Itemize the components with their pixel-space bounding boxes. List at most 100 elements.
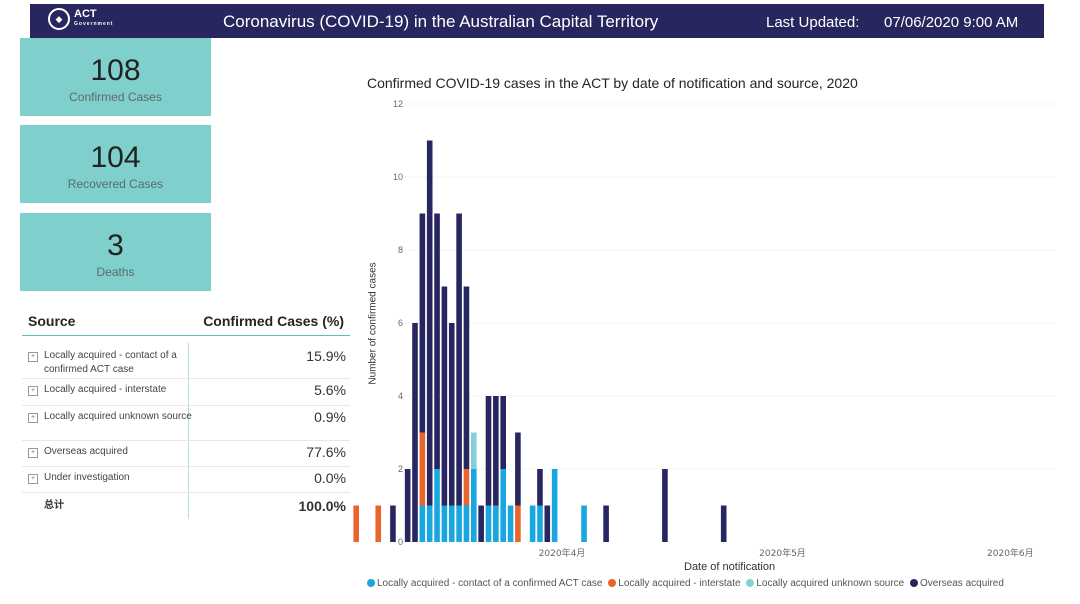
bar-segment-contact[interactable] — [471, 469, 477, 542]
pct-cell: 5.6% — [314, 382, 346, 398]
bar-segment-overseas[interactable] — [544, 505, 551, 543]
y-tick-label: 0 — [398, 537, 403, 547]
bar-segment-overseas[interactable] — [412, 323, 418, 542]
legend-item-contact[interactable]: Locally acquired - contact of a confirme… — [367, 578, 602, 589]
expand-icon[interactable]: + — [28, 474, 38, 484]
source-column-header[interactable]: Source — [28, 313, 76, 329]
row-divider — [22, 405, 350, 406]
chart-legend: Locally acquired - contact of a confirme… — [367, 578, 1007, 589]
source-table: Source Confirmed Cases (%) — [22, 307, 350, 336]
total-label: 总计 — [44, 500, 64, 511]
last-updated-label: Last Updated: — [766, 14, 860, 31]
bar-segment-overseas[interactable] — [456, 213, 462, 506]
confirmed-pct-column-header[interactable]: Confirmed Cases (%) — [203, 313, 344, 329]
y-tick-label: 4 — [398, 391, 403, 401]
pct-cell: 0.0% — [314, 470, 346, 486]
bar-segment-overseas[interactable] — [515, 432, 521, 506]
y-tick-label: 10 — [393, 172, 403, 182]
card-label: Deaths — [96, 265, 135, 279]
card-value: 104 — [90, 141, 141, 174]
bar-segment-contact[interactable] — [419, 505, 426, 543]
legend-dot-icon — [367, 579, 375, 587]
bar-segment-overseas[interactable] — [390, 505, 396, 543]
x-tick-label: 2020年4月 — [539, 547, 586, 559]
bar-segment-contact[interactable] — [441, 505, 448, 543]
recovered-cases-card[interactable]: 104 Recovered Cases — [20, 125, 211, 203]
expand-icon[interactable]: + — [28, 413, 38, 423]
bar-segment-overseas[interactable] — [720, 505, 727, 543]
bar-segment-overseas[interactable] — [448, 323, 455, 506]
y-tick-label: 2 — [398, 464, 403, 474]
legend-dot-icon — [608, 579, 617, 587]
deaths-card[interactable]: 3 Deaths — [20, 213, 211, 291]
bar-segment-overseas[interactable] — [537, 469, 543, 506]
bar-segment-contact[interactable] — [456, 505, 462, 543]
y-tick-label: 6 — [398, 318, 403, 328]
bar-segment-overseas[interactable] — [603, 505, 609, 543]
bar-segment-overseas[interactable] — [478, 505, 484, 543]
bar-segment-interstate[interactable] — [463, 469, 470, 506]
legend-item-unknown[interactable]: Locally acquired unknown source — [746, 578, 904, 589]
bar-segment-contact[interactable] — [507, 505, 514, 543]
bar-segment-overseas[interactable] — [485, 396, 492, 506]
bar-segment-interstate[interactable] — [375, 505, 382, 543]
expand-icon[interactable]: + — [28, 386, 38, 396]
source-cell: Locally acquired - contact of a confirme… — [44, 350, 177, 375]
bar-segment-overseas[interactable] — [426, 140, 433, 506]
chart-title: Confirmed COVID-19 cases in the ACT by d… — [367, 75, 858, 91]
table-header: Source Confirmed Cases (%) — [22, 307, 350, 336]
bar-segment-contact[interactable] — [448, 505, 455, 543]
bar-segment-unknown[interactable] — [471, 432, 477, 470]
pct-cell: 0.9% — [314, 409, 346, 425]
bar-segment-contact[interactable] — [537, 505, 543, 543]
row-divider — [22, 378, 350, 379]
bar-segment-contact[interactable] — [463, 505, 470, 543]
bar-segment-contact[interactable] — [434, 469, 440, 542]
logo-subtext: Government — [74, 21, 114, 27]
source-cell: Locally acquired unknown source — [44, 411, 192, 422]
card-value: 3 — [107, 229, 124, 262]
legend-dot-icon — [910, 579, 918, 587]
bar-segment-overseas[interactable] — [419, 213, 426, 433]
bar-segment-contact[interactable] — [426, 505, 433, 543]
expand-icon[interactable]: + — [28, 448, 38, 458]
bar-segment-contact[interactable] — [500, 469, 506, 542]
bar-segment-contact[interactable] — [485, 505, 492, 543]
source-cell: Overseas acquired — [44, 446, 128, 457]
x-tick-label: 2020年6月 — [987, 547, 1034, 559]
bar-segment-overseas[interactable] — [493, 396, 499, 506]
x-axis-title: Date of notification — [684, 561, 776, 573]
table-column-divider — [188, 343, 189, 519]
card-label: Recovered Cases — [67, 177, 164, 191]
bar-segment-overseas[interactable] — [500, 396, 506, 469]
logo-text: ACT — [74, 8, 97, 20]
bar-segment-overseas[interactable] — [463, 286, 470, 470]
bar-segment-overseas[interactable] — [662, 469, 668, 542]
pct-cell: 15.9% — [306, 348, 346, 364]
bar-segment-contact[interactable] — [493, 505, 499, 543]
legend-item-interstate[interactable]: Locally acquired - interstate — [608, 578, 741, 589]
bar-segment-overseas[interactable] — [404, 469, 411, 542]
pct-cell: 77.6% — [306, 444, 346, 460]
source-cell: Locally acquired - interstate — [44, 384, 167, 395]
legend-item-overseas[interactable]: Overseas acquired — [910, 578, 1004, 589]
expand-icon[interactable]: + — [28, 352, 38, 362]
bar-segment-contact[interactable] — [529, 505, 536, 543]
bar-segment-contact[interactable] — [551, 469, 558, 542]
bar-segment-overseas[interactable] — [434, 213, 440, 470]
page-title: Coronavirus (COVID-19) in the Australian… — [223, 12, 659, 31]
row-divider — [22, 466, 350, 467]
bar-segment-contact[interactable] — [581, 505, 587, 543]
source-cell: Under investigation — [44, 472, 130, 483]
confirmed-cases-card[interactable]: 108 Confirmed Cases — [20, 38, 211, 116]
bar-segment-interstate[interactable] — [353, 505, 359, 543]
act-logo: ◆ ACT Government — [48, 8, 113, 30]
bar-segment-interstate[interactable] — [419, 432, 426, 506]
bar-segment-interstate[interactable] — [515, 505, 521, 543]
bar-segment-overseas[interactable] — [441, 286, 448, 506]
row-divider — [22, 492, 350, 493]
act-crest-icon: ◆ — [48, 8, 70, 30]
last-updated-value: 07/06/2020 9:00 AM — [884, 14, 1019, 31]
y-tick-label: 8 — [398, 245, 403, 255]
